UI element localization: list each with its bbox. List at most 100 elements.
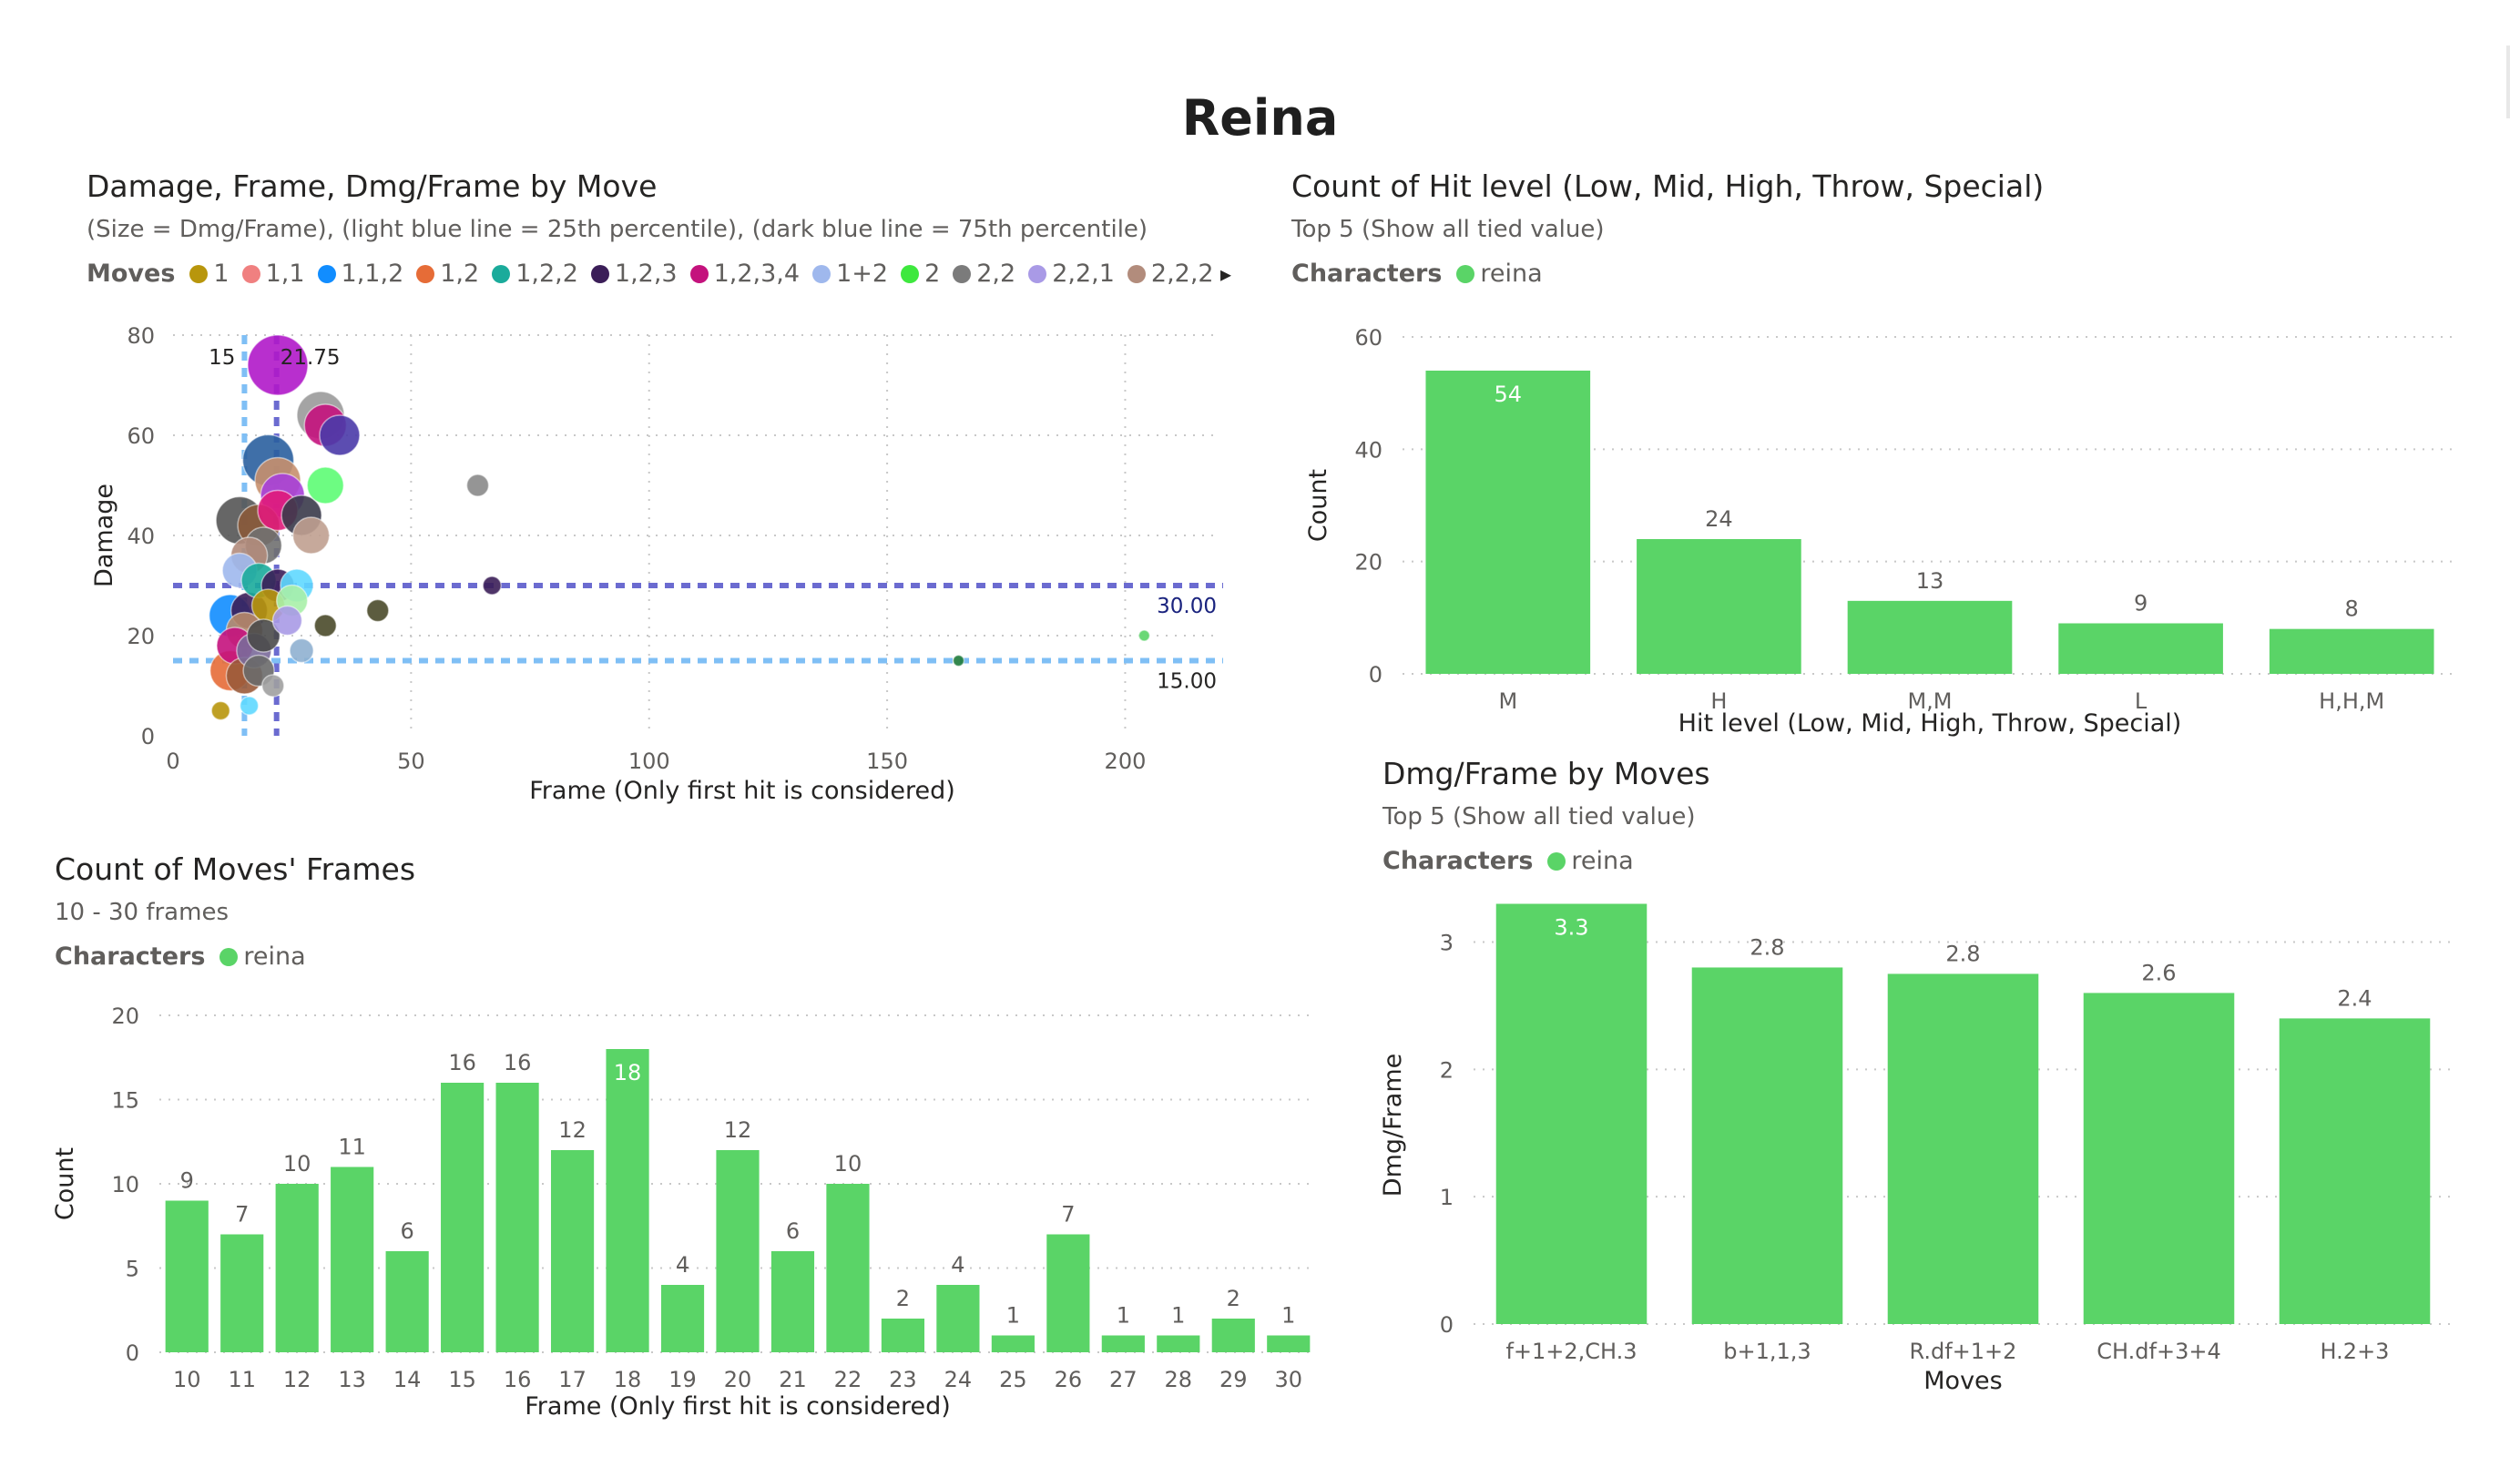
x-tick-label: H <box>1710 688 1727 714</box>
x-tick-label: 27 <box>1109 1367 1138 1392</box>
y-tick-label: 20 <box>1354 550 1382 576</box>
y-tick-label: 0 <box>141 724 155 749</box>
percentile-25-y-label: 15.00 <box>1157 670 1217 694</box>
bar <box>2279 1018 2431 1324</box>
legend-swatch <box>590 264 609 283</box>
y-tick-label: 15 <box>111 1088 139 1114</box>
x-tick-label: 25 <box>999 1367 1027 1392</box>
legend-next-icon[interactable]: ▸ <box>1220 261 1232 287</box>
data-point <box>271 605 303 637</box>
data-label: 18 <box>614 1060 642 1085</box>
data-label: 11 <box>338 1135 366 1160</box>
legend-item[interactable]: 1,1 <box>241 260 305 288</box>
legend-item[interactable]: 2 <box>901 260 940 288</box>
data-point <box>366 598 390 623</box>
data-label: 6 <box>786 1218 800 1244</box>
legend-item: reina <box>1547 847 1634 875</box>
legend-item[interactable]: 2,2,2 <box>1127 260 1214 288</box>
data-label: 2.8 <box>1750 934 1784 960</box>
hit-level-legend: Characters reina <box>1291 260 1556 288</box>
x-tick-label: f+1+2,CH.3 <box>1505 1339 1637 1364</box>
legend-swatch <box>1028 264 1047 283</box>
data-label: 1 <box>1281 1303 1295 1329</box>
bar <box>1495 903 1648 1324</box>
scatter-visual[interactable]: Damage, Frame, Dmg/Frame by Move (Size =… <box>87 168 1234 824</box>
legend-label: 1,1,2 <box>341 260 404 288</box>
bar <box>1637 539 1801 674</box>
legend-item[interactable]: 1,2,3 <box>590 260 678 288</box>
bar <box>441 1083 485 1352</box>
y-axis-title: Count <box>55 1147 79 1220</box>
data-label: 54 <box>1495 382 1523 407</box>
x-tick-label: M <box>1498 688 1517 714</box>
bar <box>1887 973 2039 1324</box>
x-tick-label: 19 <box>668 1367 697 1392</box>
legend-label: 2 <box>924 260 941 288</box>
x-tick-label: 150 <box>866 749 908 774</box>
bar <box>826 1184 870 1352</box>
dmg-frame-title: Dmg/Frame by Moves <box>1382 756 1710 791</box>
bar <box>991 1335 1035 1352</box>
y-tick-label: 10 <box>111 1172 139 1197</box>
data-point <box>261 674 285 698</box>
x-tick-label: 26 <box>1055 1367 1083 1392</box>
data-label: 3.3 <box>1554 915 1588 941</box>
legend-label: 2,2,2 <box>1150 260 1214 288</box>
bar <box>2058 623 2223 674</box>
x-tick-label: L <box>2135 688 2148 714</box>
percentile-25-x-label: 15 <box>209 346 235 370</box>
y-tick-label: 2 <box>1440 1057 1454 1083</box>
data-point <box>247 334 309 396</box>
x-axis-title: Frame (Only first hit is considered) <box>529 777 955 805</box>
x-tick-label: 28 <box>1165 1367 1193 1392</box>
x-tick-label: 22 <box>834 1367 862 1392</box>
data-label: 13 <box>1916 568 1944 594</box>
data-point <box>952 654 965 667</box>
frames-visual[interactable]: Count of Moves' Frames 10 - 30 frames Ch… <box>55 851 1330 1434</box>
legend-item[interactable]: 2,2,1 <box>1028 260 1115 288</box>
scatter-title: Damage, Frame, Dmg/Frame by Move <box>87 168 658 204</box>
bar <box>716 1150 760 1352</box>
frames-title: Count of Moves' Frames <box>55 851 416 887</box>
legend-label: 1,1 <box>265 260 305 288</box>
legend-item[interactable]: 1+2 <box>812 260 888 288</box>
legend-item[interactable]: 2,2 <box>953 260 1015 288</box>
bar <box>1046 1234 1090 1352</box>
data-point <box>306 466 345 504</box>
dmg-frame-visual[interactable]: Dmg/Frame by Moves Top 5 (Show all tied … <box>1382 756 2475 1430</box>
legend-item[interactable]: 1,2,3,4 <box>689 260 800 288</box>
scrollbar[interactable] <box>2506 46 2510 118</box>
legend-label: 1 <box>213 260 230 288</box>
hit-level-visual[interactable]: Count of Hit level (Low, Mid, High, Thro… <box>1291 168 2475 751</box>
data-point <box>465 474 490 497</box>
legend-label: 1,2 <box>440 260 480 288</box>
bar <box>2269 628 2434 674</box>
data-label: 10 <box>834 1151 862 1177</box>
bar <box>1425 371 1591 674</box>
y-tick-label: 20 <box>127 624 155 649</box>
x-tick-label: R.df+1+2 <box>1910 1339 2017 1364</box>
x-tick-label: M,M <box>1907 688 1952 714</box>
legend-label: 2,2,1 <box>1052 260 1115 288</box>
data-label: 24 <box>1705 506 1733 532</box>
legend-item[interactable]: 1,2,2 <box>492 260 578 288</box>
page-title: Reina <box>1181 89 1339 147</box>
legend-item[interactable]: 1 <box>189 260 230 288</box>
legend-swatch <box>317 264 336 283</box>
y-tick-label: 5 <box>126 1257 139 1282</box>
y-tick-label: 1 <box>1440 1185 1454 1210</box>
legend-item[interactable]: 1,1,2 <box>317 260 404 288</box>
hit-level-chart: 0 20 40 60 54 M 24 H 13 M,M 9 L 8 H,H,M Hit level (Low… <box>1304 325 2457 738</box>
x-tick-label: b+1,1,3 <box>1723 1339 1811 1364</box>
legend-title: Characters <box>1291 260 1443 288</box>
legend-item[interactable]: 1,2 <box>416 260 479 288</box>
x-tick-label: 23 <box>889 1367 917 1392</box>
bar <box>220 1234 264 1352</box>
y-tick-label: 60 <box>1354 325 1382 351</box>
scatter-subtitle: (Size = Dmg/Frame), (light blue line = 2… <box>87 216 1148 243</box>
x-tick-label: 0 <box>166 749 179 774</box>
legend-label: 1+2 <box>836 260 889 288</box>
y-tick-label: 0 <box>1440 1312 1454 1338</box>
data-label: 2 <box>1227 1286 1240 1311</box>
legend-label: 2,2 <box>976 260 1016 288</box>
